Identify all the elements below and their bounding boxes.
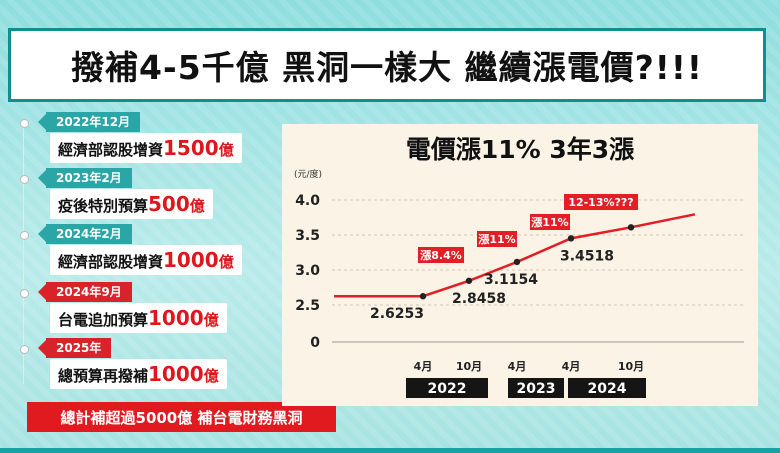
subsidy-entry: 台電追加預算 1000 億 — [50, 303, 227, 333]
data-label: 3.1154 — [484, 272, 538, 288]
year-label: 2023 — [517, 381, 556, 397]
year-band — [508, 378, 564, 398]
subsidy-unit: 億 — [218, 253, 234, 271]
timeline-dot — [20, 119, 29, 128]
data-point — [465, 277, 473, 284]
data-point — [627, 224, 635, 231]
data-label: 3.4518 — [560, 248, 614, 264]
subsidy-unit: 億 — [203, 367, 219, 385]
year-label: 2022 — [428, 381, 467, 397]
annotation-text: 12-13%??? — [568, 196, 633, 209]
year-band — [406, 378, 488, 398]
y-tick-label: 3.0 — [295, 263, 320, 279]
headline-box: 撥補4-5千億 黑洞一樣大 繼續漲電價?!!! — [8, 28, 766, 102]
x-tick-label: 4月 — [508, 360, 527, 373]
annotation-text: 漲11% — [478, 232, 515, 246]
timeline-dot — [20, 175, 29, 184]
subsidy-text: 疫後特別預算 — [58, 197, 149, 215]
subsidy-unit: 億 — [189, 197, 205, 215]
data-point — [419, 293, 427, 300]
x-tick-label: 10月 — [618, 360, 644, 373]
x-tick-label: 4月 — [562, 360, 581, 373]
y-tick-label: 3.5 — [295, 228, 320, 244]
y-tick-label: 4.0 — [295, 193, 320, 209]
timeline-dot — [20, 231, 29, 240]
date-tag: 2024年9月 — [38, 282, 132, 302]
date-tag: 2024年2月 — [38, 224, 132, 244]
data-label: 2.8458 — [452, 291, 506, 307]
timeline-dot — [20, 345, 29, 354]
subsidy-amount: 1000 — [163, 248, 219, 272]
subsidy-unit: 億 — [203, 311, 219, 329]
y-tick-label: 0 — [310, 335, 320, 351]
subsidy-text: 經濟部認股增資 — [58, 253, 164, 271]
subsidy-amount: 1000 — [148, 362, 204, 386]
chart-svg: (元/度) 4.0 3.5 3.0 2.5 0 2.6253 2.8458 3.1154 3.45… — [294, 168, 744, 398]
data-point — [567, 235, 575, 242]
y-tick-label: 2.5 — [295, 298, 320, 314]
timeline-dot — [20, 289, 29, 298]
timeline-line — [23, 122, 24, 384]
date-tag: 2022年12月 — [37, 112, 141, 132]
data-point — [513, 258, 521, 266]
subsidy-timeline: 2022年12月 經濟部認股增資 1500 億 2023年2月 疫後特別預算 500 億 202… — [20, 112, 270, 408]
subsidy-entry: 疫後特別預算 500 億 — [50, 189, 213, 219]
subsidy-unit: 億 — [218, 141, 234, 159]
chart-title: 電價漲11% 3年3漲 — [405, 135, 635, 164]
subsidy-amount: 1500 — [163, 136, 219, 160]
year-label: 2024 — [588, 381, 627, 397]
data-label: 2.6253 — [370, 306, 424, 322]
annotation-tag — [564, 194, 638, 210]
annotation-text: 漲8.4% — [420, 248, 462, 262]
bottom-band — [0, 448, 780, 453]
x-tick-label: 4月 — [414, 360, 433, 373]
annotation-tag — [530, 214, 570, 230]
subsidy-text: 總預算再撥補 — [58, 367, 149, 385]
subsidy-entry: 經濟部認股增資 1500 億 — [50, 133, 242, 163]
subsidy-text: 台電追加預算 — [58, 311, 149, 329]
subsidy-text: 經濟部認股增資 — [58, 141, 164, 159]
year-band — [568, 378, 646, 398]
headline: 撥補4-5千億 黑洞一樣大 繼續漲電價?!!! — [71, 48, 703, 87]
subsidy-entry: 總預算再撥補 1000 億 — [50, 359, 227, 389]
annotation-text: 漲11% — [531, 215, 568, 229]
x-tick-label: 10月 — [456, 360, 482, 373]
annotation-tag — [418, 247, 464, 263]
y-axis-unit: (元/度) — [294, 168, 322, 180]
subsidy-amount: 500 — [148, 192, 190, 216]
summary-banner: 總計補超過5000億 補台電財務黑洞 — [27, 402, 336, 432]
date-tag: 2025年 — [37, 338, 112, 358]
annotation-tag — [477, 231, 517, 247]
subsidy-amount: 1000 — [148, 306, 204, 330]
date-tag: 2023年2月 — [38, 168, 132, 188]
subsidy-entry: 經濟部認股增資 1000 億 — [50, 245, 242, 275]
price-chart: 電價漲11% 3年3漲 (元/度) 4.0 3.5 3.0 2.5 0 2.6253 2.84… — [282, 124, 758, 406]
